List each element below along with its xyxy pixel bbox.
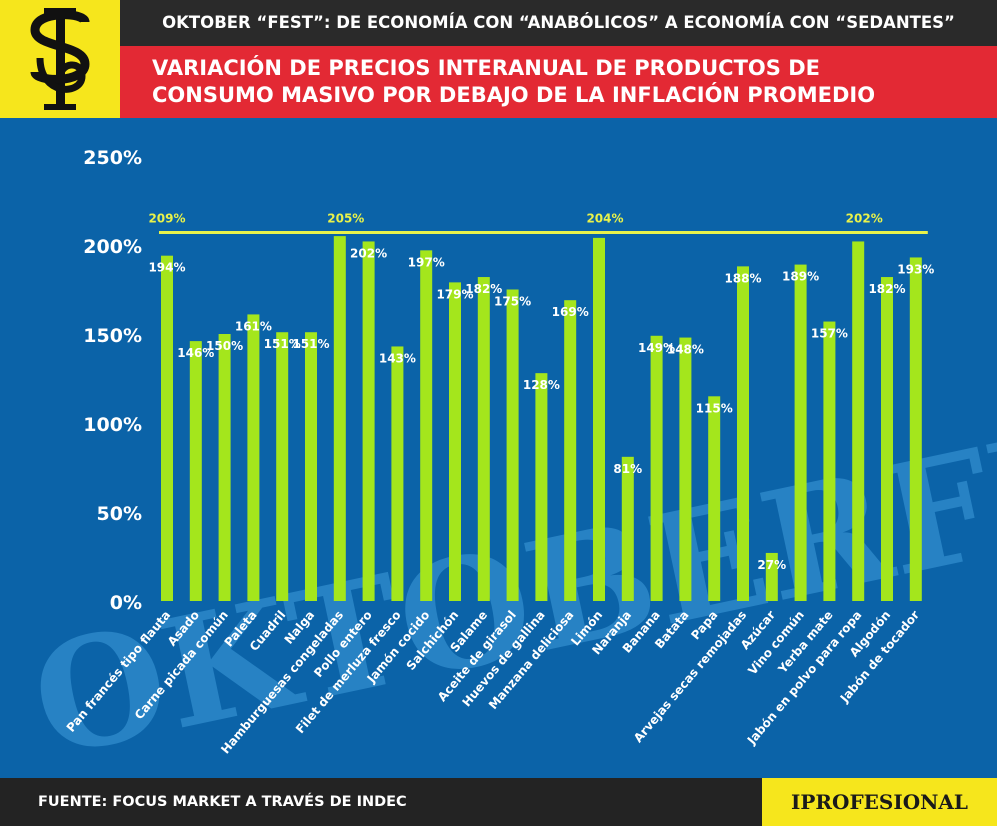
- bar: [333, 236, 346, 601]
- reference-line-label: 205%: [327, 212, 364, 226]
- brand-logo: IPROFESIONAL: [791, 790, 968, 814]
- logo-icon: [30, 8, 90, 110]
- logo: [0, 0, 120, 118]
- bar-value-label: 143%: [379, 351, 416, 365]
- bar-value-label: 115%: [696, 401, 733, 415]
- bar: [161, 255, 173, 601]
- bar: [852, 241, 865, 601]
- subtitle-band: [120, 46, 997, 118]
- bar: [650, 335, 663, 601]
- header-bar: [0, 0, 997, 46]
- bar: [305, 332, 317, 601]
- bar: [823, 321, 836, 601]
- source-note: FUENTE: FOCUS MARKET A TRAVÉS DE INDEC: [38, 794, 407, 810]
- brand-box: [762, 778, 997, 826]
- bar: [218, 334, 231, 601]
- bar-value-label: 188%: [724, 271, 761, 285]
- bar: [535, 373, 548, 601]
- bar: [362, 241, 375, 601]
- y-tick-label: 200%: [83, 236, 142, 258]
- bar: [477, 277, 490, 601]
- bar-value-label: 197%: [408, 255, 445, 269]
- bar-value-label: 202%: [350, 246, 387, 260]
- bar-value-label: 27%: [757, 558, 786, 572]
- bar: [737, 266, 749, 601]
- bar: [765, 552, 778, 601]
- y-tick-label: 250%: [83, 147, 142, 169]
- bar: [420, 250, 433, 601]
- bar: [506, 289, 519, 601]
- bar-value-label: 182%: [465, 282, 502, 296]
- bar: [909, 257, 922, 601]
- bar-value-label: 179%: [436, 287, 473, 301]
- bar-value-label: 182%: [868, 282, 905, 296]
- reference-line-label: 209%: [148, 212, 185, 226]
- reference-line-label: 204%: [586, 212, 623, 226]
- reference-line-label: 202%: [846, 212, 883, 226]
- bar: [679, 337, 692, 601]
- bar: [881, 277, 893, 601]
- y-tick-label: 0%: [110, 592, 142, 614]
- value-labels: 194% 146%150% 161% 151%151% 202% 143% 197% 179%…: [148, 246, 934, 572]
- bar-value-label: 151%: [292, 337, 329, 351]
- y-tick-label: 50%: [97, 503, 142, 525]
- bar-value-label: 148%: [667, 343, 704, 357]
- bar-value-label: 81%: [613, 462, 642, 476]
- bar-value-label: 128%: [523, 378, 560, 392]
- bar: [708, 396, 721, 601]
- bar-value-label: 149%: [638, 341, 675, 355]
- bar: [794, 264, 807, 601]
- bar: [593, 237, 605, 601]
- bars: [161, 236, 922, 601]
- chart-subtitle: VARIACIÓN DE PRECIOS INTERANUAL DE PRODU…: [152, 55, 875, 109]
- bar: [564, 300, 577, 601]
- bar-value-label: 157%: [811, 327, 848, 341]
- reference-line: 209% 205% 204% 202%: [148, 212, 928, 235]
- bar: [391, 346, 404, 601]
- bar-value-label: 146%: [177, 346, 214, 360]
- bar-value-label: 189%: [782, 270, 819, 284]
- chart-subtitle-line-2: CONSUMO MASIVO POR DEBAJO DE LA INFLACIÓ…: [152, 83, 876, 107]
- bar-value-label: 169%: [552, 305, 589, 319]
- bar-value-label: 175%: [494, 295, 531, 309]
- bar-chart: OKTOBERFEST 0%50%100%150%200%250% 194%14…: [19, 147, 997, 778]
- bar-value-label: 194%: [148, 261, 185, 275]
- bar-value-label: 161%: [235, 319, 272, 333]
- y-axis: 0% 50% 100% 150% 200% 250%: [83, 147, 142, 614]
- y-tick-label: 100%: [83, 414, 142, 436]
- bar-value-label: 193%: [897, 262, 934, 276]
- bar: [276, 332, 289, 601]
- chart-subtitle-line-1: VARIACIÓN DE PRECIOS INTERANUAL DE PRODU…: [152, 56, 820, 80]
- bar: [449, 282, 461, 601]
- page-title: OKTOBER “FEST”: DE ECONOMÍA CON “ANABÓLI…: [162, 13, 955, 32]
- y-tick-label: 150%: [83, 325, 142, 347]
- bar: [247, 314, 260, 601]
- bar: [189, 341, 202, 601]
- bar: [621, 456, 634, 601]
- bar-value-label: 151%: [264, 337, 301, 351]
- bar-value-label: 150%: [206, 339, 243, 353]
